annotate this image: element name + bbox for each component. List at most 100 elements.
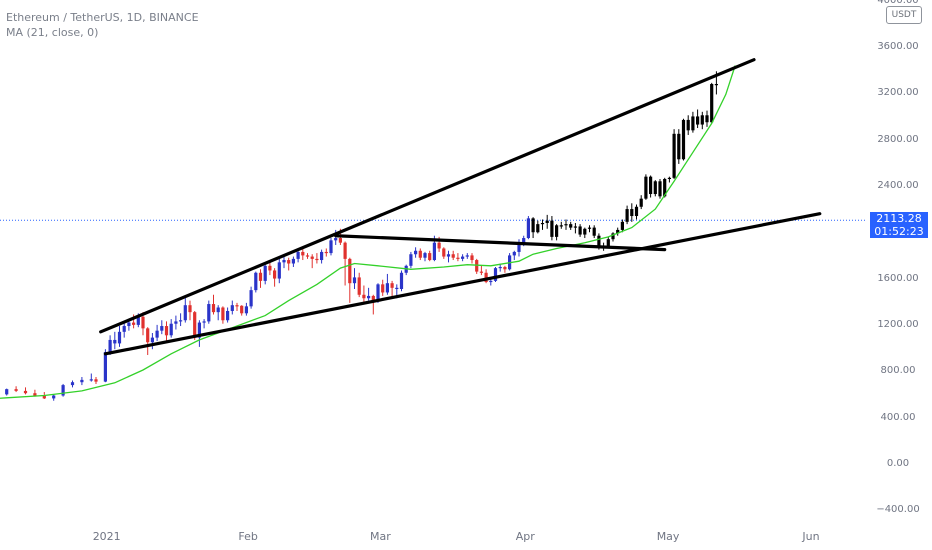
candle-body (132, 322, 136, 325)
candle-body (197, 322, 201, 338)
candle-body (89, 379, 93, 381)
candle-body (672, 133, 676, 178)
candle-body (169, 323, 173, 336)
price-tick-label: 1200.00 (877, 319, 919, 331)
currency-unit-button[interactable]: USDT (886, 6, 922, 24)
candle-body (291, 258, 295, 264)
candle-body (193, 312, 197, 338)
candle-body (503, 266, 507, 270)
candle-body (559, 225, 563, 227)
candle-body (526, 218, 530, 239)
candle-body (428, 253, 432, 261)
candle-body (244, 306, 248, 314)
time-tick-label: 2021 (92, 530, 121, 543)
candle-body (578, 226, 582, 235)
candle-body (446, 254, 451, 257)
last-price-value: 2113.28 (876, 212, 922, 226)
candle-body (677, 133, 681, 160)
candle-body (103, 352, 107, 382)
candle-body (315, 258, 319, 261)
candle-body (432, 242, 436, 261)
candle-body (23, 390, 28, 394)
candle-body (320, 251, 324, 261)
candle-body (160, 326, 164, 331)
candle-body (146, 328, 150, 343)
candle-body (296, 251, 300, 259)
candle-body (696, 116, 700, 125)
candle-body (127, 322, 131, 327)
symbol-label[interactable]: Ethereum / TetherUS, 1D, BINANCE (6, 11, 199, 24)
candle-body (587, 227, 592, 229)
candle-body (512, 251, 516, 256)
candle-body (573, 226, 577, 228)
candle-body (663, 178, 667, 197)
candle-body (352, 277, 357, 284)
candle-body (536, 224, 540, 233)
candle-body (61, 385, 65, 396)
candle-body (714, 84, 718, 86)
candle-body (456, 257, 460, 259)
candle-body (489, 280, 493, 283)
candle-body (122, 326, 126, 332)
candle-body (395, 287, 399, 290)
candle-body (597, 235, 601, 248)
candle-body (334, 238, 338, 241)
candle-body (357, 277, 361, 295)
candle-body (423, 253, 427, 258)
candle-body (287, 260, 291, 264)
candle-body (277, 262, 281, 279)
candle-body (630, 209, 634, 217)
candle-body (268, 265, 272, 271)
candle-body (399, 272, 404, 289)
candle-body (164, 326, 169, 336)
candle-body (385, 283, 389, 293)
candle-body (221, 307, 225, 321)
candle-body (207, 304, 211, 322)
moving-average-line (0, 65, 736, 399)
candle-body (202, 321, 206, 323)
time-tick-label: Jun (802, 530, 820, 543)
candle-body (390, 283, 394, 288)
candle-body (305, 255, 310, 257)
candle-body (569, 224, 573, 228)
indicator-label[interactable]: MA (21, close, 0) (6, 26, 99, 39)
candle-body (667, 177, 671, 180)
candle-body (470, 255, 474, 261)
candle-body (639, 198, 643, 207)
candle-body (263, 265, 267, 281)
candle-body (616, 229, 620, 234)
candle-body (686, 119, 690, 131)
candle-body (226, 310, 230, 321)
candle-body (465, 255, 469, 257)
candle-body (117, 331, 122, 344)
candle-body (348, 258, 352, 284)
candle-body (235, 305, 239, 307)
candle-body (343, 242, 347, 259)
candle-body (329, 240, 333, 254)
time-tick-label: May (656, 530, 680, 543)
candle-body (14, 389, 18, 391)
price-tick-label: 800.00 (880, 365, 916, 377)
candle-body (691, 116, 695, 131)
price-tick-label: 400.00 (880, 411, 916, 423)
candle-body (442, 248, 446, 257)
candle-body (108, 339, 112, 353)
candle-body (418, 250, 422, 258)
candle-body (475, 260, 479, 272)
candle-body (564, 224, 568, 226)
candle-body (540, 222, 545, 225)
candle-body (216, 307, 220, 313)
bar-countdown: 01:52:23 (874, 225, 924, 239)
candle-body (136, 316, 140, 325)
candle-body (367, 295, 371, 299)
candle-body (634, 206, 639, 217)
price-tick-label: 2400.00 (877, 180, 919, 192)
candle-body (230, 305, 234, 311)
price-tick-label: 2800.00 (877, 133, 919, 145)
candle-body (254, 272, 258, 291)
candle-body (381, 284, 385, 293)
price-tick-label: 3200.00 (877, 87, 919, 99)
candle-body (113, 339, 117, 344)
candle-body (179, 320, 183, 322)
